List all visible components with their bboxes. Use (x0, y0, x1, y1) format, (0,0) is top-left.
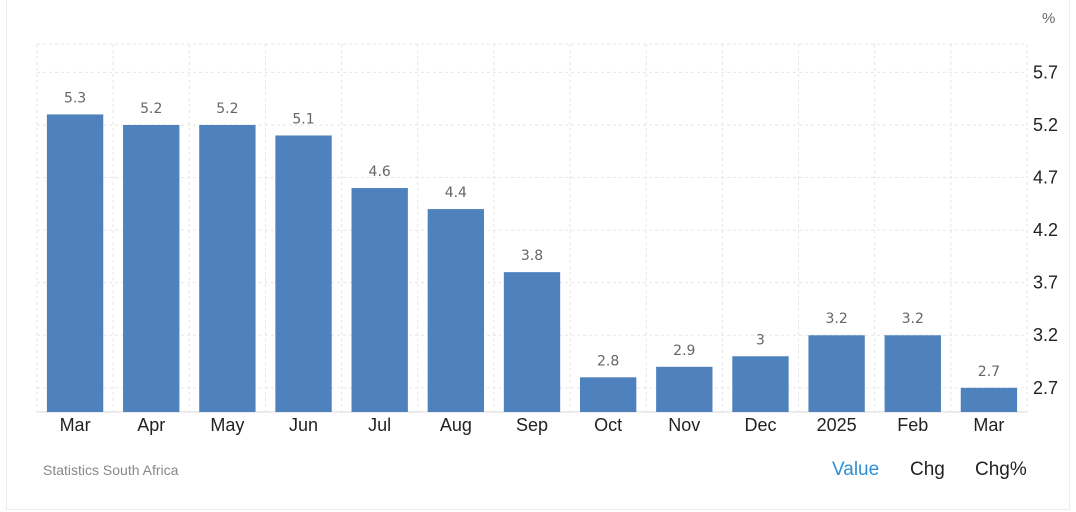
data-label: 3.2 (902, 311, 924, 327)
y-tick-label: 2.7 (1033, 378, 1058, 398)
view-tabs: Value Chg Chg% (0, 459, 1076, 483)
bar[interactable] (427, 209, 485, 412)
bars-layer (46, 114, 1018, 413)
x-axis: Mar Apr May Jun Jul Aug Sep Oct Nov Dec 2025 Feb Mar (60, 415, 1005, 435)
x-tick-label: Mar (973, 415, 1004, 435)
data-label: 2.9 (673, 343, 695, 359)
data-label: 4.4 (445, 185, 467, 201)
y-tick-label: 5.7 (1033, 62, 1058, 82)
x-tick-label: Sep (516, 415, 548, 435)
y-tick-label: 3.2 (1033, 325, 1058, 345)
bar[interactable] (199, 124, 256, 413)
bar[interactable] (808, 335, 865, 412)
data-label: 2.8 (597, 353, 619, 369)
bar[interactable] (960, 387, 1018, 412)
y-axis: 2.7 3.2 3.7 4.2 4.7 5.2 5.7 (1033, 62, 1058, 397)
x-tick-label: Mar (60, 415, 91, 435)
data-label: 3.2 (825, 311, 847, 327)
tab-chg[interactable]: Chg (910, 459, 945, 480)
bar-chart: 5.3 5.2 5.2 5.1 4.6 4.4 3.8 2.8 2.9 3 3.2 3.2 2.7 Ma… (36, 10, 1058, 435)
data-label: 5.2 (140, 101, 162, 117)
data-label: 4.6 (369, 164, 391, 180)
x-tick-label: 2025 (817, 415, 857, 435)
data-label: 5.3 (64, 90, 86, 106)
source-label: Statistics South Africa (43, 462, 179, 478)
x-tick-label: Aug (440, 415, 472, 435)
bar[interactable] (884, 335, 941, 412)
x-tick-label: Feb (897, 415, 928, 435)
y-tick-label: 5.2 (1033, 115, 1058, 135)
data-label: 2.7 (978, 364, 1000, 380)
x-tick-label: Nov (668, 415, 700, 435)
x-tick-label: May (210, 415, 244, 435)
data-label: 5.1 (292, 111, 314, 127)
y-tick-label: 3.7 (1033, 273, 1058, 293)
data-labels-layer: 5.3 5.2 5.2 5.1 4.6 4.4 3.8 2.8 2.9 3 3.2 3.2 2.7 (64, 90, 1000, 379)
bar[interactable] (732, 356, 789, 412)
bar[interactable] (656, 366, 713, 412)
y-tick-label: 4.7 (1033, 168, 1058, 188)
x-tick-label: Dec (744, 415, 776, 435)
bar[interactable] (503, 272, 561, 412)
bar[interactable] (275, 135, 332, 412)
chart-frame (6, 0, 1070, 510)
x-tick-label: Jul (368, 415, 391, 435)
bar[interactable] (46, 114, 104, 413)
data-label: 3 (756, 332, 765, 348)
data-label: 3.8 (521, 248, 543, 264)
tab-chg-percent[interactable]: Chg% (975, 459, 1027, 480)
tab-value[interactable]: Value (832, 459, 880, 480)
x-tick-label: Jun (289, 415, 318, 435)
y-tick-label: 4.2 (1033, 220, 1058, 240)
bar[interactable] (579, 377, 637, 412)
bar[interactable] (123, 124, 180, 413)
unit-label: % (1042, 10, 1055, 27)
data-label: 5.2 (216, 101, 238, 117)
x-tick-label: Oct (594, 415, 622, 435)
bar[interactable] (351, 188, 408, 412)
x-tick-label: Apr (137, 415, 165, 435)
